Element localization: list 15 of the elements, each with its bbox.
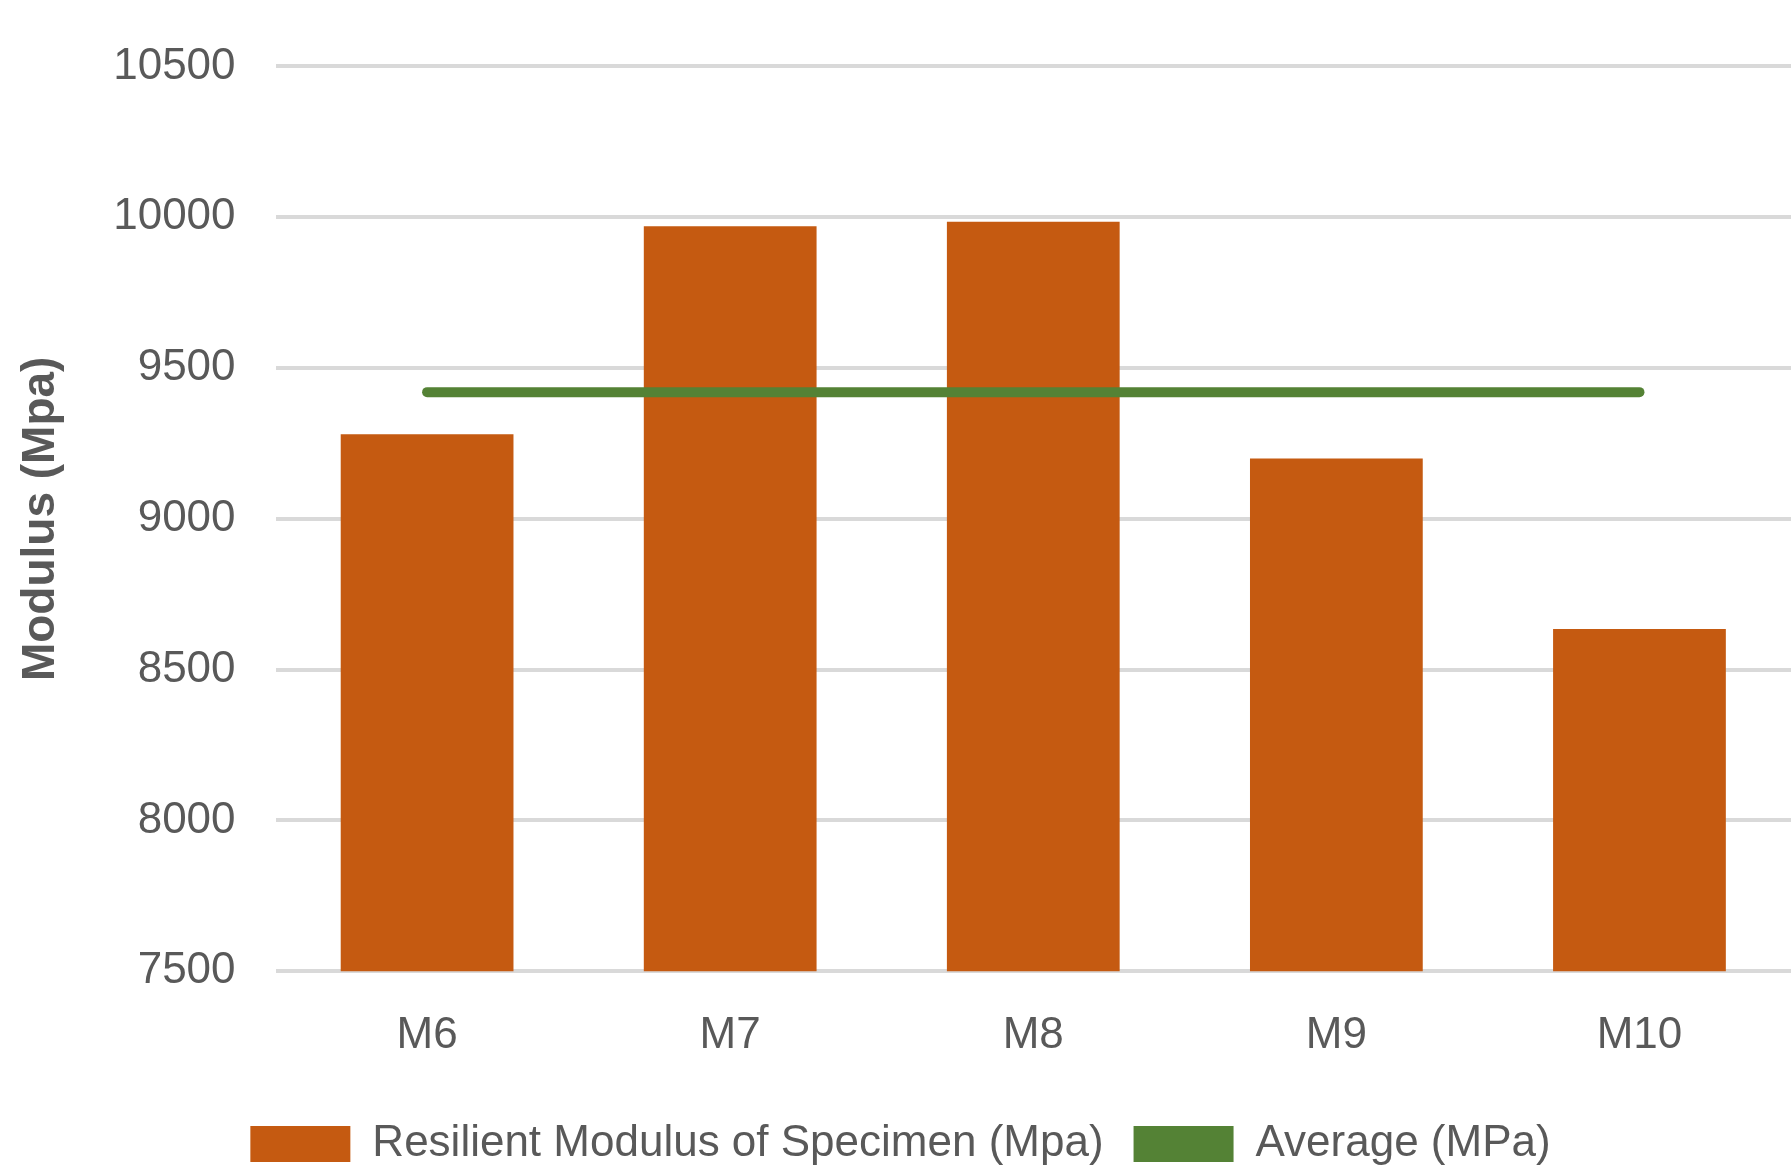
x-tick-label: M10	[1596, 1007, 1683, 1057]
y-tick-label: 9500	[137, 340, 236, 390]
legend-label: Resilient Modulus of Specimen (Mpa)	[372, 1116, 1104, 1166]
x-tick-label: M8	[1002, 1007, 1064, 1057]
x-tick-label: M9	[1305, 1007, 1367, 1057]
y-tick-label: 9000	[137, 490, 236, 540]
y-tick-label: 8500	[137, 641, 236, 691]
y-axis-title: Modulus (Mpa)	[12, 356, 65, 682]
x-tick-label: M6	[396, 1007, 458, 1057]
y-tick-label: 7500	[137, 943, 236, 993]
x-tick-label: M7	[699, 1007, 761, 1057]
y-tick-label: 10500	[113, 38, 236, 88]
legend-label: Average (MPa)	[1255, 1116, 1551, 1166]
y-tick-label: 8000	[137, 792, 236, 842]
y-tick-label: 10000	[113, 189, 236, 239]
